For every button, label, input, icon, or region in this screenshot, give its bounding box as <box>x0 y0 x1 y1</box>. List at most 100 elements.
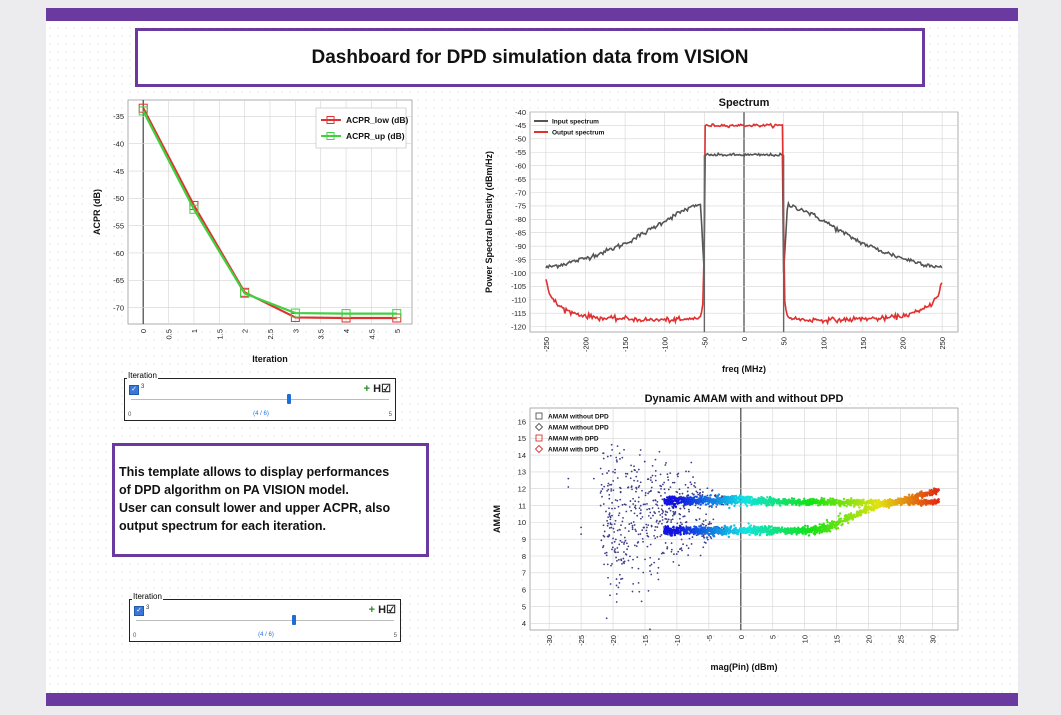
data-point <box>799 528 802 531</box>
data-point <box>609 523 612 526</box>
slider-track[interactable] <box>131 399 389 400</box>
slider-thumb[interactable] <box>292 615 296 625</box>
data-point <box>695 526 698 529</box>
data-point <box>620 534 622 536</box>
data-point <box>727 535 730 539</box>
data-point <box>789 501 793 505</box>
data-point <box>614 519 617 522</box>
data-point <box>649 570 651 572</box>
plus-icon[interactable]: + <box>363 383 371 395</box>
data-point <box>801 532 804 535</box>
data-point <box>626 548 628 551</box>
data-point <box>629 477 632 480</box>
data-point <box>690 483 693 486</box>
data-point <box>676 500 680 503</box>
data-point <box>618 543 621 546</box>
data-point <box>644 494 647 497</box>
data-point <box>629 500 632 502</box>
data-point <box>622 516 624 519</box>
data-point <box>633 524 636 526</box>
data-point <box>605 554 608 557</box>
h-icon[interactable]: H <box>378 604 387 616</box>
data-point <box>666 531 670 534</box>
data-point <box>621 562 623 565</box>
data-point <box>606 563 609 566</box>
data-point <box>664 542 667 544</box>
data-point <box>687 508 690 511</box>
data-point <box>614 551 617 554</box>
data-point <box>637 582 640 584</box>
data-point <box>654 479 657 482</box>
data-point <box>846 517 849 520</box>
legend-marker <box>535 412 543 420</box>
checkbox-icon[interactable]: ☑ <box>386 604 396 616</box>
data-point <box>608 497 611 500</box>
data-point <box>653 534 655 537</box>
data-point <box>628 506 631 508</box>
data-point <box>627 559 630 562</box>
data-point <box>783 528 787 531</box>
data-point <box>669 486 672 489</box>
data-point <box>618 528 621 531</box>
data-point <box>666 476 669 478</box>
slider-toolbar[interactable]: + H☑ <box>369 603 396 616</box>
data-point <box>737 530 741 533</box>
slider-checkbox-value: 3 <box>146 605 150 611</box>
data-point <box>692 476 694 478</box>
slider-thumb[interactable] <box>287 394 291 404</box>
slider-checkbox[interactable]: ✓ <box>134 606 144 616</box>
data-point <box>812 498 815 502</box>
slider-checkbox[interactable]: ✓ <box>129 385 139 395</box>
data-point <box>766 499 769 502</box>
data-point <box>666 525 670 528</box>
y-tick-label: -95 <box>515 255 526 264</box>
iteration-slider-2[interactable]: Iteration ✓ 3 + H☑ 0 (4 / 6) 5 <box>129 592 401 642</box>
plus-icon[interactable]: + <box>368 604 376 616</box>
data-point <box>835 501 838 504</box>
iteration-slider-1[interactable]: Iteration ✓ 3 + H☑ 0 (4 / 6) 5 <box>124 371 396 421</box>
data-point <box>753 529 756 532</box>
data-point <box>630 485 633 488</box>
data-point <box>752 525 756 528</box>
data-point <box>780 530 783 533</box>
data-point <box>781 502 784 505</box>
data-point <box>840 524 843 527</box>
data-point <box>673 553 675 556</box>
data-point <box>908 496 911 500</box>
data-point <box>617 514 620 517</box>
data-point <box>606 535 609 538</box>
data-point <box>681 496 685 500</box>
data-point <box>138 106 148 116</box>
data-point <box>601 488 604 490</box>
data-point <box>646 532 648 535</box>
data-point <box>831 522 834 525</box>
data-point <box>687 547 690 550</box>
data-point <box>723 499 727 502</box>
data-point <box>703 536 706 539</box>
data-point <box>720 529 724 532</box>
data-point <box>815 526 818 529</box>
data-point <box>634 500 637 503</box>
data-point <box>686 502 690 505</box>
data-point <box>645 529 648 532</box>
data-point <box>602 546 604 549</box>
data-point <box>615 601 618 603</box>
h-icon[interactable]: H <box>373 383 382 395</box>
y-tick-label: 7 <box>522 569 526 578</box>
data-point <box>701 499 705 503</box>
legend-marker <box>534 444 544 454</box>
data-point <box>660 508 663 511</box>
data-point <box>664 510 667 513</box>
x-axis-label: mag(Pin) (dBm) <box>711 662 778 672</box>
data-point <box>611 563 613 565</box>
data-point <box>710 531 713 535</box>
data-point <box>686 527 690 531</box>
checkbox-icon[interactable]: ☑ <box>381 383 391 395</box>
data-point <box>673 512 676 515</box>
slider-toolbar[interactable]: + H☑ <box>364 382 391 395</box>
data-point <box>666 521 668 524</box>
slider-track[interactable] <box>136 620 394 621</box>
data-point <box>858 500 862 504</box>
data-point <box>610 483 613 486</box>
data-point <box>607 576 609 579</box>
